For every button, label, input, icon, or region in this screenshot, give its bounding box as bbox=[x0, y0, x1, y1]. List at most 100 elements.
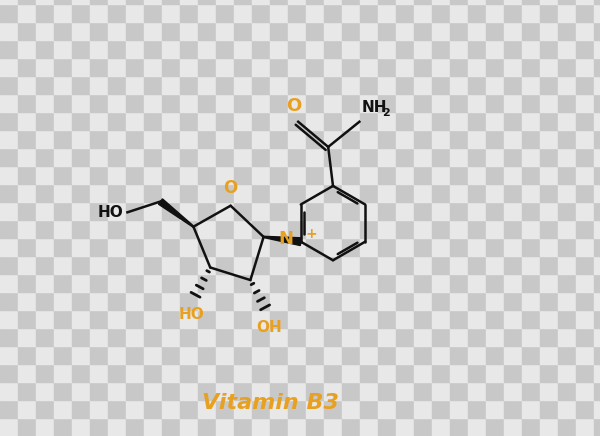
Bar bbox=[558, 0, 576, 4]
Bar bbox=[18, 400, 36, 418]
Bar bbox=[504, 40, 522, 58]
Bar bbox=[504, 220, 522, 238]
Bar bbox=[378, 274, 396, 292]
Bar bbox=[432, 94, 450, 112]
Bar bbox=[288, 130, 306, 148]
Bar bbox=[234, 382, 252, 400]
Bar bbox=[486, 292, 504, 310]
Bar bbox=[270, 112, 288, 130]
Bar bbox=[54, 130, 72, 148]
Bar bbox=[126, 328, 144, 346]
Bar bbox=[414, 130, 432, 148]
Bar bbox=[378, 400, 396, 418]
Bar bbox=[180, 364, 198, 382]
Bar bbox=[396, 310, 414, 328]
Bar bbox=[162, 94, 180, 112]
Bar bbox=[504, 310, 522, 328]
Bar bbox=[594, 76, 600, 94]
Bar bbox=[72, 310, 90, 328]
Bar bbox=[0, 202, 18, 220]
Bar bbox=[126, 4, 144, 22]
Bar bbox=[450, 166, 468, 184]
Bar bbox=[18, 184, 36, 202]
Bar bbox=[540, 148, 558, 166]
Bar bbox=[162, 418, 180, 436]
Bar bbox=[306, 274, 324, 292]
Bar bbox=[504, 256, 522, 274]
Bar bbox=[504, 130, 522, 148]
Bar bbox=[360, 148, 378, 166]
Bar bbox=[72, 346, 90, 364]
Bar bbox=[324, 418, 342, 436]
Bar bbox=[288, 328, 306, 346]
Bar bbox=[198, 310, 216, 328]
Bar bbox=[342, 418, 360, 436]
Bar bbox=[198, 184, 216, 202]
Bar bbox=[18, 94, 36, 112]
Bar bbox=[378, 220, 396, 238]
Bar bbox=[90, 76, 108, 94]
Bar bbox=[18, 0, 36, 4]
Bar bbox=[270, 220, 288, 238]
Bar bbox=[504, 166, 522, 184]
Bar bbox=[504, 94, 522, 112]
Bar bbox=[270, 418, 288, 436]
Bar bbox=[18, 202, 36, 220]
Bar bbox=[180, 400, 198, 418]
Bar bbox=[288, 310, 306, 328]
Bar bbox=[126, 238, 144, 256]
Bar bbox=[288, 22, 306, 40]
Bar bbox=[36, 292, 54, 310]
Bar bbox=[396, 400, 414, 418]
Bar bbox=[252, 58, 270, 76]
Bar bbox=[72, 130, 90, 148]
Bar bbox=[126, 112, 144, 130]
Bar bbox=[0, 310, 18, 328]
Bar bbox=[540, 0, 558, 4]
Bar bbox=[342, 4, 360, 22]
Bar bbox=[432, 418, 450, 436]
Bar bbox=[162, 112, 180, 130]
Bar bbox=[432, 22, 450, 40]
Bar bbox=[342, 202, 360, 220]
Bar bbox=[360, 364, 378, 382]
Bar bbox=[234, 310, 252, 328]
Bar bbox=[540, 382, 558, 400]
Bar bbox=[360, 256, 378, 274]
Bar bbox=[288, 202, 306, 220]
Bar bbox=[576, 94, 594, 112]
Bar bbox=[468, 220, 486, 238]
Bar bbox=[108, 40, 126, 58]
Bar bbox=[576, 4, 594, 22]
Bar bbox=[540, 76, 558, 94]
Bar bbox=[378, 130, 396, 148]
Bar bbox=[450, 382, 468, 400]
Bar bbox=[540, 292, 558, 310]
Bar bbox=[288, 0, 306, 4]
Bar bbox=[396, 328, 414, 346]
Bar bbox=[252, 22, 270, 40]
Bar bbox=[594, 4, 600, 22]
Bar bbox=[468, 58, 486, 76]
Bar bbox=[90, 310, 108, 328]
Bar bbox=[540, 220, 558, 238]
Bar bbox=[288, 400, 306, 418]
Bar bbox=[360, 40, 378, 58]
Bar bbox=[54, 22, 72, 40]
Bar bbox=[288, 184, 306, 202]
Bar bbox=[486, 346, 504, 364]
Bar bbox=[486, 256, 504, 274]
Bar bbox=[414, 166, 432, 184]
Bar bbox=[396, 292, 414, 310]
Bar bbox=[324, 22, 342, 40]
Bar bbox=[468, 22, 486, 40]
Bar bbox=[180, 40, 198, 58]
Bar bbox=[504, 274, 522, 292]
Bar bbox=[324, 400, 342, 418]
Bar bbox=[90, 148, 108, 166]
Bar bbox=[576, 40, 594, 58]
Bar bbox=[144, 130, 162, 148]
Bar bbox=[378, 166, 396, 184]
Bar bbox=[324, 382, 342, 400]
Text: HO: HO bbox=[178, 307, 204, 322]
